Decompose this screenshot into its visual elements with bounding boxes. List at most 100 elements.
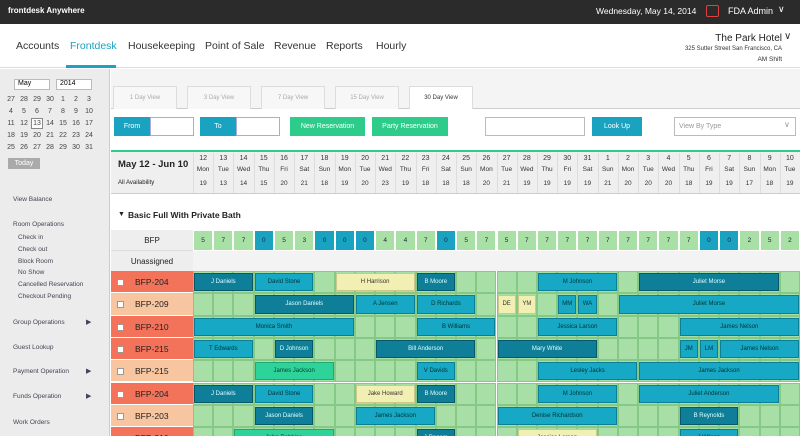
year-select[interactable]: 2014	[56, 79, 92, 90]
room-label[interactable]: BFP-209	[111, 293, 193, 316]
room-label[interactable]: BFP-215	[111, 360, 193, 383]
calendar-day[interactable]: 7	[48, 108, 52, 115]
reservation[interactable]: Jason Daniels	[254, 406, 314, 426]
reservation[interactable]: Denise Richardson	[497, 406, 617, 426]
calendar-day[interactable]: 23	[72, 132, 80, 139]
reservation[interactable]: M Johnson	[537, 273, 617, 292]
reservation[interactable]: Juliet Anderson	[639, 384, 779, 403]
view-tab[interactable]: 1 Day View	[113, 86, 177, 109]
reservation[interactable]: James Nelson	[720, 339, 799, 359]
reservation[interactable]: YM	[517, 295, 536, 314]
calendar-day[interactable]: 20	[33, 132, 41, 139]
room-checkbox[interactable]	[117, 368, 124, 376]
reservation[interactable]: Juliet Morse	[639, 273, 779, 292]
reservation[interactable]: John Robbins	[234, 429, 334, 436]
reservation[interactable]: D Richards	[416, 295, 476, 314]
calendar-day[interactable]: 5	[22, 108, 26, 115]
today-button[interactable]: Today	[8, 158, 40, 169]
reservation[interactable]: David Stone	[254, 273, 314, 292]
calendar-day[interactable]: 30	[72, 144, 80, 151]
sidebar-item[interactable]: Funds Operation	[13, 393, 62, 400]
reservation[interactable]: J Wilson	[679, 429, 739, 436]
calendar-day[interactable]: 29	[33, 96, 41, 103]
reservation[interactable]: M Johnson	[537, 384, 617, 403]
user-menu[interactable]: FDA Admin	[728, 6, 774, 16]
calendar-day[interactable]: 13	[31, 118, 43, 129]
view-tab[interactable]: 7 Day View	[261, 86, 325, 109]
calendar-day[interactable]: 21	[46, 132, 54, 139]
reservation[interactable]: Monica Smith	[194, 317, 354, 336]
room-label[interactable]: BFP-210	[111, 427, 193, 436]
view-by-select[interactable]: View By Type	[674, 117, 796, 136]
calendar-day[interactable]: 18	[7, 132, 15, 139]
calendar-day[interactable]: 14	[46, 120, 54, 127]
calendar-day[interactable]: 10	[85, 108, 93, 115]
reservation[interactable]: D Johnson	[274, 339, 314, 359]
calendar-day[interactable]: 30	[46, 96, 54, 103]
nav-item[interactable]: Revenue	[274, 40, 317, 52]
calendar-day[interactable]: 28	[20, 96, 28, 103]
room-checkbox[interactable]	[117, 323, 124, 331]
calendar-day[interactable]: 24	[85, 132, 93, 139]
calendar-day[interactable]: 27	[7, 96, 15, 103]
nav-item[interactable]: Hourly	[376, 40, 407, 52]
reservation[interactable]: Mary White	[497, 339, 597, 359]
room-checkbox[interactable]	[117, 301, 124, 309]
sidebar-item[interactable]: Check in	[18, 234, 44, 241]
reservation[interactable]: LM	[699, 339, 719, 359]
room-label[interactable]: BFP-204	[111, 382, 193, 405]
calendar-day[interactable]: 31	[85, 144, 93, 151]
room-checkbox[interactable]	[117, 412, 124, 420]
look-up[interactable]: Look Up	[592, 117, 642, 136]
room-checkbox[interactable]	[117, 345, 124, 353]
reservation[interactable]: V Davids	[416, 362, 456, 381]
sidebar-item[interactable]: Group Operations	[13, 319, 65, 326]
reservation[interactable]: MM	[558, 295, 577, 314]
calendar-day[interactable]: 25	[7, 144, 15, 151]
nav-item[interactable]: Reports	[326, 40, 363, 52]
reservation[interactable]: B Moore	[416, 273, 456, 292]
reservation[interactable]: David Stone	[254, 384, 314, 403]
reservation[interactable]: Juliet Morse	[618, 295, 799, 314]
date-input[interactable]	[150, 117, 194, 136]
room-checkbox[interactable]	[117, 390, 124, 398]
reservation[interactable]: Jessica Larson	[537, 317, 617, 336]
sidebar-item[interactable]: Checkout Pending	[18, 293, 72, 300]
room-checkbox[interactable]	[117, 279, 124, 286]
nav-item[interactable]: Accounts	[16, 40, 60, 52]
calendar-day[interactable]: 17	[85, 120, 93, 127]
calendar-day[interactable]: 16	[72, 120, 80, 127]
reservation[interactable]: Lesley Jacks	[537, 362, 638, 381]
calendar-day[interactable]: 1	[61, 96, 65, 103]
reservation[interactable]: Jessica Larson	[517, 429, 597, 436]
sidebar-item[interactable]: Cancelled Reservation	[18, 281, 84, 288]
calendar-day[interactable]: 11	[7, 120, 15, 127]
calendar-day[interactable]: 8	[61, 108, 65, 115]
room-label[interactable]: BFP-210	[111, 315, 193, 338]
sidebar-item[interactable]: No Show	[18, 269, 45, 276]
view-tab[interactable]: 30 Day View	[409, 86, 473, 109]
reservation[interactable]: A Jensen	[355, 295, 415, 314]
search-input[interactable]	[485, 117, 585, 136]
sidebar-item[interactable]: Guest Lookup	[13, 344, 54, 351]
view-tab[interactable]: 3 Day View	[187, 86, 251, 109]
reservation[interactable]: James Nelson	[679, 317, 799, 336]
party-reservation[interactable]: Party Reservation	[372, 117, 448, 136]
sidebar-item[interactable]: View Balance	[13, 196, 53, 203]
calendar-day[interactable]: 9	[74, 108, 78, 115]
room-label[interactable]: BFP-204	[111, 271, 193, 294]
nav-item[interactable]: Frontdesk	[70, 40, 117, 52]
reservation[interactable]: J Rogers	[416, 429, 456, 436]
reservation[interactable]: B Williams	[416, 317, 496, 336]
calendar-day[interactable]: 3	[87, 96, 91, 103]
reservation[interactable]: J Daniels	[194, 273, 253, 292]
calendar-day[interactable]: 12	[20, 120, 28, 127]
nav-item[interactable]: Point of Sale	[205, 40, 265, 52]
reservation[interactable]: WA	[578, 295, 597, 314]
new-reservation[interactable]: New Reservation	[290, 117, 365, 136]
reservation[interactable]: B Reynolds	[679, 406, 739, 426]
calendar-day[interactable]: 28	[46, 144, 54, 151]
reservation[interactable]: Jason Daniels	[254, 295, 354, 314]
room-label[interactable]: BFP-215	[111, 337, 193, 361]
calendar-day[interactable]: 26	[20, 144, 28, 151]
